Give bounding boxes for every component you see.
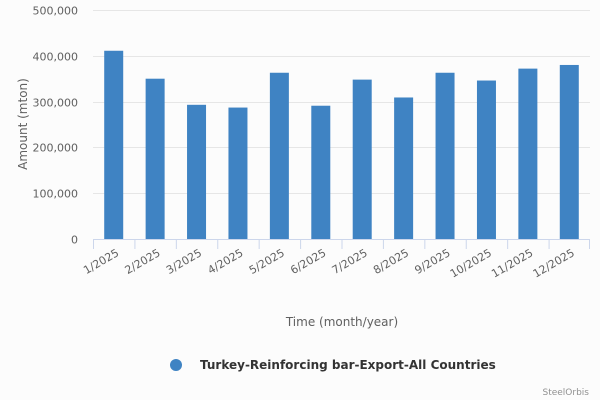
bar[interactable]	[104, 50, 124, 240]
x-axis-title: Time (month/year)	[285, 315, 398, 329]
bar[interactable]	[269, 72, 289, 239]
gridlines	[93, 10, 590, 194]
y-tick-label: 0	[71, 234, 78, 247]
legend-item[interactable]: Turkey-Reinforcing bar-Export-All Countr…	[170, 358, 496, 372]
x-tick-label: 10/2025	[448, 246, 494, 280]
y-tick-label: 200,000	[33, 142, 79, 155]
x-tick-label: 7/2025	[330, 246, 370, 277]
bar[interactable]	[352, 79, 372, 239]
bar[interactable]	[476, 80, 496, 239]
x-tick-label: 6/2025	[288, 246, 328, 277]
x-tick-label: 9/2025	[413, 246, 453, 277]
bar[interactable]	[559, 64, 579, 240]
bar[interactable]	[228, 107, 248, 239]
x-tick-label: 12/2025	[531, 246, 577, 280]
bar[interactable]	[187, 104, 207, 239]
y-axis-ticks: 0 100,000 200,000 300,000 400,000 500,000	[33, 5, 79, 247]
x-tick-label: 1/2025	[81, 246, 121, 277]
x-tick-label: 4/2025	[205, 246, 245, 277]
bars	[104, 50, 579, 240]
x-axis-ticks: 1/2025 2/2025 3/2025 4/2025 5/2025 6/2025 7/20…	[81, 239, 590, 280]
legend-marker	[170, 359, 182, 371]
x-tick-label: 8/2025	[371, 246, 411, 277]
x-tick-label: 2/2025	[123, 246, 163, 277]
bar[interactable]	[435, 72, 455, 239]
x-tick-label: 5/2025	[247, 246, 287, 277]
y-tick-label: 300,000	[33, 97, 79, 110]
x-tick-label: 3/2025	[164, 246, 204, 277]
y-tick-label: 400,000	[33, 51, 79, 64]
legend-label: Turkey-Reinforcing bar-Export-All Countr…	[200, 358, 496, 372]
y-tick-label: 100,000	[33, 188, 79, 201]
y-axis-title: Amount (mton)	[16, 78, 30, 170]
bar[interactable]	[145, 78, 165, 239]
y-tick-label: 500,000	[33, 5, 79, 18]
x-tick-label: 11/2025	[489, 246, 535, 280]
credit-text[interactable]: SteelOrbis	[542, 388, 589, 398]
bar[interactable]	[394, 97, 414, 239]
bar[interactable]	[518, 68, 538, 240]
bar[interactable]	[311, 105, 331, 239]
